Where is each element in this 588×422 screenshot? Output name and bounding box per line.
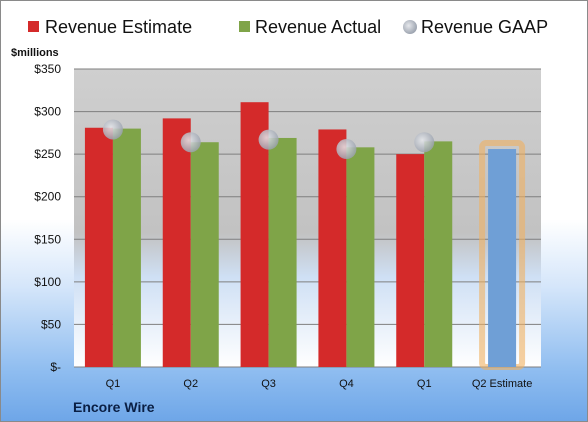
legend-label-estimate: Revenue Estimate: [45, 17, 192, 37]
x-tick-label: Q1: [106, 378, 121, 390]
y-tick-label: $200: [34, 190, 61, 204]
marker-revenue-gaap: [180, 132, 201, 153]
legend: Revenue Estimate Revenue Actual Revenue …: [28, 17, 548, 37]
x-axis-ticks: Q1 Q2 Q3 Q4 Q1 Q2 Estimate: [106, 378, 533, 390]
x-tick-label: Q2: [183, 378, 198, 390]
legend-label-gaap: Revenue GAAP: [421, 17, 548, 37]
x-tick-label: Q1: [417, 378, 432, 390]
legend-label-actual: Revenue Actual: [255, 17, 381, 37]
x-tick-label: Q3: [261, 378, 276, 390]
legend-swatch-gaap: [403, 20, 417, 34]
marker-revenue-gaap: [102, 119, 123, 140]
bar-q2-estimate: [488, 149, 517, 367]
bar-revenue-actual: [190, 142, 219, 367]
y-tick-label: $50: [41, 317, 61, 331]
marker-revenue-gaap: [258, 129, 279, 150]
legend-swatch-actual: [239, 21, 250, 32]
bar-revenue-estimate: [84, 127, 113, 368]
marker-revenue-gaap: [414, 132, 435, 153]
y-tick-label: $150: [34, 232, 61, 246]
legend-swatch-estimate: [28, 21, 39, 32]
bar-revenue-actual: [112, 128, 141, 367]
bar-revenue-estimate: [396, 154, 425, 367]
plot-area: [74, 69, 541, 367]
company-name: Encore Wire: [73, 399, 155, 415]
y-axis-ticks: $- $50 $100 $150 $200 $250 $300 $350: [34, 62, 61, 374]
bar-revenue-actual: [268, 137, 297, 367]
marker-revenue-gaap: [336, 139, 357, 160]
bars: [84, 102, 526, 370]
bar-revenue-estimate: [162, 118, 191, 367]
y-tick-label: $100: [34, 275, 61, 289]
x-tick-label: Q2 Estimate: [472, 378, 533, 390]
gaap-markers: [102, 119, 435, 160]
y-tick-label: $250: [34, 147, 61, 161]
y-tick-label: $-: [50, 360, 61, 374]
gridlines: [74, 68, 541, 368]
y-tick-label: $300: [34, 105, 61, 119]
x-tick-label: Q4: [339, 378, 354, 390]
y-axis-unit-label: $millions: [11, 47, 59, 59]
bar-revenue-actual: [346, 147, 375, 367]
bar-revenue-estimate: [318, 129, 347, 367]
bar-revenue-actual: [424, 141, 453, 367]
y-tick-label: $350: [34, 62, 61, 76]
